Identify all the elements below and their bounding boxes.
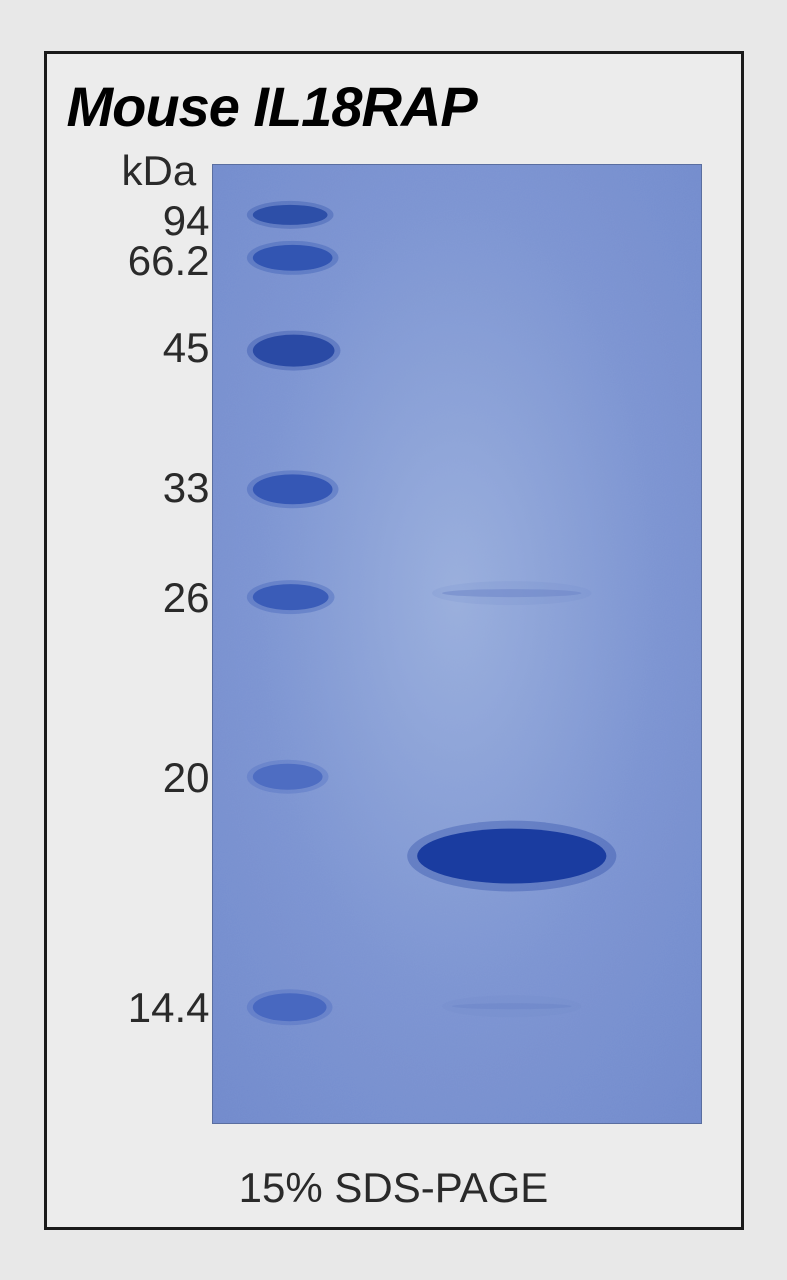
gel-svg bbox=[213, 165, 701, 1123]
gel-background bbox=[212, 164, 702, 1124]
marker-label: 14.4 bbox=[70, 984, 210, 1032]
marker-label: 33 bbox=[70, 464, 210, 512]
sample-band bbox=[417, 828, 606, 883]
figure-footer: 15% SDS-PAGE bbox=[57, 1164, 731, 1212]
figure-container: Mouse IL18RAP kDa bbox=[44, 51, 744, 1230]
marker-label: 45 bbox=[70, 324, 210, 372]
sample-band bbox=[442, 589, 581, 597]
marker-band bbox=[252, 334, 334, 366]
marker-band bbox=[252, 993, 326, 1021]
marker-label: 26 bbox=[70, 574, 210, 622]
figure-frame: Mouse IL18RAP kDa bbox=[44, 51, 744, 1230]
marker-band bbox=[252, 244, 332, 270]
marker-label: 66.2 bbox=[70, 237, 210, 285]
marker-label: 20 bbox=[70, 754, 210, 802]
figure-title: Mouse IL18RAP bbox=[57, 74, 731, 139]
marker-band bbox=[252, 584, 328, 610]
gel-area: kDa bbox=[62, 149, 731, 1149]
marker-band bbox=[252, 204, 327, 224]
marker-band bbox=[252, 474, 332, 504]
sample-band bbox=[452, 1003, 572, 1009]
marker-band bbox=[252, 763, 322, 789]
unit-label: kDa bbox=[122, 147, 197, 195]
